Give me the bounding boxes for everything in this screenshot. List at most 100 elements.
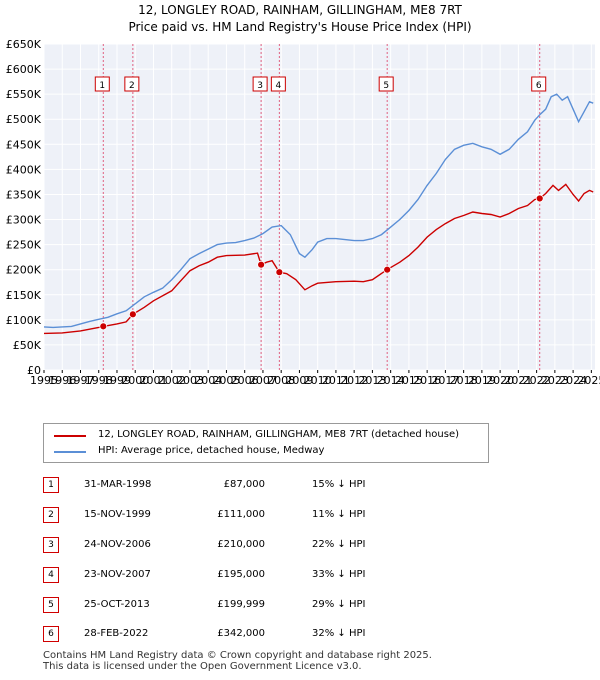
footer-licence: This data is licensed under the Open Gov…	[43, 661, 362, 672]
x-tick-label: 2017	[431, 374, 459, 387]
sale-point	[383, 265, 392, 274]
transaction-row: 2 15-NOV-1999 £111,000 11% ↓ HPI	[0, 507, 600, 527]
transaction-number: 1	[43, 477, 59, 493]
x-tick-label: 2012	[340, 374, 368, 387]
sale-point	[275, 268, 284, 277]
sale-point	[99, 322, 108, 331]
chart-subtitle: Price paid vs. HM Land Registry's House …	[128, 20, 472, 34]
transaction-hpi-diff: 29% ↓ HPI	[312, 599, 366, 610]
y-tick-label: £200K	[6, 264, 42, 277]
x-tick-label: 2007	[249, 374, 277, 387]
x-tick-label: 2004	[194, 374, 222, 387]
sale-label: 4	[275, 81, 281, 91]
y-tick-label: £150K	[6, 289, 42, 302]
x-tick-label: 2005	[212, 374, 240, 387]
x-tick-label: 2006	[231, 374, 259, 387]
y-tick-label: £650K	[6, 38, 42, 51]
x-tick-label: 2025	[577, 374, 600, 387]
legend-swatch-property	[54, 435, 86, 437]
x-tick-label: 2014	[377, 374, 405, 387]
transaction-price: £210,000	[217, 539, 265, 550]
x-tick-label: 1998	[85, 374, 113, 387]
x-tick-label: 2013	[358, 374, 386, 387]
x-tick-label: 2009	[285, 374, 313, 387]
transaction-number: 6	[43, 626, 59, 642]
transaction-row: 6 28-FEB-2022 £342,000 32% ↓ HPI	[0, 626, 600, 646]
sale-label: 6	[536, 81, 542, 91]
series-line-hpi	[43, 93, 594, 329]
transaction-number: 5	[43, 597, 59, 613]
y-tick-label: £400K	[6, 163, 42, 176]
price-chart: 1 2 3 4 5 6 £0 £50K £100K £150K £200K £250K £300K £35…	[6, 38, 600, 387]
x-tick-label: 2000	[121, 374, 149, 387]
sale-label: 3	[257, 81, 263, 91]
sale-label-box	[378, 76, 394, 92]
y-tick-label: £550K	[6, 88, 42, 101]
sale-label-box	[252, 76, 268, 92]
x-tick-label: 1995	[30, 374, 58, 387]
transaction-price: £342,000	[217, 628, 265, 639]
sale-label-box	[124, 76, 140, 92]
x-tick-label: 2020	[486, 374, 514, 387]
transaction-number: 4	[43, 567, 59, 583]
transaction-hpi-diff: 32% ↓ HPI	[312, 628, 366, 639]
transaction-hpi-diff: 11% ↓ HPI	[312, 509, 366, 520]
transaction-hpi-diff: 15% ↓ HPI	[312, 479, 366, 490]
x-tick-label: 1999	[103, 374, 131, 387]
transaction-date: 15-NOV-1999	[84, 509, 151, 520]
x-tick-label: 2008	[267, 374, 295, 387]
transaction-row: 3 24-NOV-2006 £210,000 22% ↓ HPI	[0, 537, 600, 557]
sale-label: 1	[99, 81, 105, 91]
legend-label-hpi: HPI: Average price, detached house, Medw…	[98, 445, 325, 456]
x-tick-label: 2024	[559, 374, 587, 387]
x-tick-label: 2011	[322, 374, 350, 387]
x-tick-label: 2022	[523, 374, 551, 387]
x-tick-label: 2002	[158, 374, 186, 387]
transaction-price: £111,000	[217, 509, 265, 520]
sale-point	[535, 194, 544, 203]
sale-point	[128, 310, 137, 319]
y-tick-label: £0	[27, 364, 41, 377]
chart-title: 12, LONGLEY ROAD, RAINHAM, GILLINGHAM, M…	[138, 3, 462, 17]
y-tick-label: £500K	[6, 113, 42, 126]
x-tick-label: 2019	[468, 374, 496, 387]
sale-label: 5	[383, 81, 389, 91]
sale-label: 2	[129, 81, 135, 91]
x-tick-label: 2023	[541, 374, 569, 387]
y-tick-label: £50K	[13, 339, 42, 352]
transaction-price: £199,999	[217, 599, 265, 610]
x-tick-label: 1997	[66, 374, 94, 387]
transaction-date: 24-NOV-2006	[84, 539, 151, 550]
transaction-row: 4 23-NOV-2007 £195,000 33% ↓ HPI	[0, 567, 600, 587]
transaction-date: 23-NOV-2007	[84, 569, 151, 580]
transaction-row: 1 31-MAR-1998 £87,000 15% ↓ HPI	[0, 477, 600, 497]
transaction-hpi-diff: 33% ↓ HPI	[312, 569, 366, 580]
x-tick-label: 2016	[413, 374, 441, 387]
y-tick-label: £100K	[6, 314, 42, 327]
transaction-date: 25-OCT-2013	[84, 599, 150, 610]
footer-copyright: Contains HM Land Registry data © Crown c…	[43, 650, 432, 661]
transaction-price: £195,000	[217, 569, 265, 580]
transaction-number: 3	[43, 537, 59, 553]
sale-point	[257, 260, 266, 269]
legend-label-property: 12, LONGLEY ROAD, RAINHAM, GILLINGHAM, M…	[98, 429, 460, 440]
y-tick-label: £450K	[6, 138, 42, 151]
sale-label-box	[270, 76, 286, 92]
y-tick-label: £600K	[6, 63, 42, 76]
y-tick-label: £350K	[6, 188, 42, 201]
x-tick-label: 2015	[395, 374, 423, 387]
legend: 12, LONGLEY ROAD, RAINHAM, GILLINGHAM, M…	[43, 423, 489, 463]
x-tick-label: 2018	[450, 374, 478, 387]
transaction-hpi-diff: 22% ↓ HPI	[312, 539, 366, 550]
sale-label-box	[94, 76, 110, 92]
transaction-date: 28-FEB-2022	[84, 628, 149, 639]
x-tick-label: 2001	[139, 374, 167, 387]
transaction-row: 5 25-OCT-2013 £199,999 29% ↓ HPI	[0, 597, 600, 617]
y-tick-label: £300K	[6, 214, 42, 227]
sale-label-box	[531, 76, 547, 92]
x-tick-label: 2010	[304, 374, 332, 387]
transaction-price: £87,000	[223, 479, 265, 490]
transaction-date: 31-MAR-1998	[84, 479, 152, 490]
x-tick-label: 1996	[48, 374, 76, 387]
